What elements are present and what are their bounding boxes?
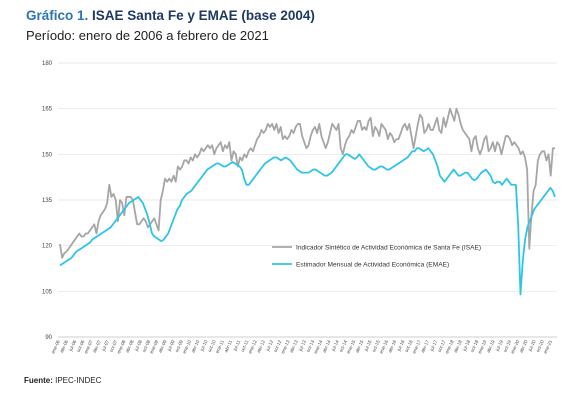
x-tick-label: ene-09 [149, 339, 160, 354]
x-tick-label: jul-19 [494, 339, 504, 353]
x-tick-label: abr-16 [387, 339, 397, 354]
x-tick-label: abr-11 [223, 339, 233, 353]
x-tick-label: jul-16 [396, 339, 406, 353]
source-note: Fuente: IPEC-INDEC [24, 376, 101, 385]
x-tick-label: abr-08 [125, 339, 135, 354]
x-tick-label: oct-12 [272, 339, 282, 353]
y-tick-label: 150 [42, 152, 53, 158]
x-tick-label: ene-12 [247, 339, 258, 354]
grid-lines [58, 62, 557, 338]
x-tick-label: jul-17 [429, 339, 439, 353]
series-line-emae [59, 147, 556, 296]
x-tick-label: ene-20 [510, 339, 521, 354]
y-axis: 90 105 120 135 150 165 180 [42, 61, 53, 341]
x-tick-label: ene-06 [50, 339, 61, 354]
x-tick-label: jul-14 [330, 339, 340, 353]
x-tick-label: ene-10 [182, 339, 193, 354]
x-tick-label: jul-15 [363, 339, 373, 353]
source-text: IPEC-INDEC [55, 376, 102, 385]
x-tick-label: ene-19 [477, 339, 488, 354]
x-tick-label: ene-21 [543, 339, 554, 354]
x-tick-label: oct-20 [535, 339, 545, 353]
x-axis: ene-06abr-06jul-06oct-06ene-07abr-07jul-… [50, 339, 553, 354]
x-tick-label: abr-19 [486, 339, 496, 354]
x-tick-label: jul-20 [527, 339, 537, 353]
legend-label: Estimador Mensual de Actividad Económica… [296, 261, 449, 268]
x-tick-label: ene-08 [116, 339, 127, 354]
x-tick-label: ene-13 [280, 339, 291, 354]
x-tick-label: jul-07 [100, 339, 110, 353]
y-tick-label: 180 [42, 61, 53, 67]
x-tick-label: oct-11 [240, 339, 250, 353]
x-tick-label: abr-06 [59, 339, 69, 354]
x-tick-label: oct-15 [371, 339, 381, 353]
x-tick-label: jul-12 [265, 339, 275, 353]
y-tick-label: 135 [42, 198, 53, 204]
x-tick-label: abr-18 [453, 339, 463, 354]
x-tick-label: ene-17 [411, 339, 422, 354]
legend-label: Indicador Sintético de Actividad Económi… [296, 244, 481, 251]
chart-title-text: ISAE Santa Fe y EMAE (base 2004) [92, 8, 315, 23]
x-tick-label: oct-14 [338, 339, 348, 353]
x-tick-label: abr-12 [256, 339, 266, 354]
x-tick-label: abr-07 [92, 339, 102, 354]
source-label: Fuente: [24, 376, 53, 385]
x-tick-label: oct-17 [437, 339, 447, 353]
x-tick-label: abr-14 [322, 339, 332, 354]
x-tick-label: oct-19 [502, 339, 512, 353]
x-tick-label: oct-18 [469, 339, 479, 353]
series-lines [59, 107, 556, 296]
series-line-isae [59, 107, 555, 259]
x-tick-label: abr-13 [289, 339, 299, 354]
x-tick-label: oct-07 [108, 339, 118, 353]
chart-title: Gráfico 1. ISAE Santa Fe y EMAE (base 20… [26, 8, 315, 23]
x-tick-label: oct-16 [404, 339, 414, 353]
x-tick-label: ene-18 [444, 339, 455, 354]
x-tick-label: jul-13 [297, 339, 307, 353]
y-tick-label: 120 [42, 244, 53, 250]
chart-title-number: Gráfico 1. [26, 8, 89, 23]
x-tick-label: ene-11 [215, 339, 226, 354]
x-tick-label: jul-08 [133, 339, 143, 353]
x-tick-label: oct-06 [76, 339, 86, 353]
x-tick-label: ene-14 [313, 339, 324, 354]
x-tick-label: ene-07 [83, 339, 94, 354]
x-tick-label: jul-09 [166, 339, 176, 353]
x-tick-label: abr-17 [420, 339, 430, 354]
x-tick-label: ene-15 [346, 339, 357, 354]
x-tick-label: abr-09 [157, 339, 167, 354]
x-tick-label: abr-15 [354, 339, 364, 354]
x-tick-label: oct-09 [174, 339, 184, 353]
x-tick-label: jul-10 [199, 339, 209, 353]
x-tick-label: oct-08 [141, 339, 151, 353]
x-tick-label: jul-06 [68, 339, 78, 353]
x-tick-label: abr-10 [190, 339, 200, 354]
x-tick-label: oct-10 [207, 339, 217, 353]
chart-subtitle: Período: enero de 2006 a febrero de 2021 [26, 28, 269, 43]
y-tick-label: 90 [45, 335, 52, 341]
x-tick-label: jul-11 [232, 339, 242, 352]
y-tick-label: 105 [42, 289, 53, 295]
y-tick-label: 165 [42, 107, 53, 113]
x-tick-label: oct-13 [305, 339, 315, 353]
x-tick-label: jul-18 [461, 339, 471, 353]
x-tick-label: abr-20 [518, 339, 528, 354]
legend: Indicador Sintético de Actividad Económi… [272, 244, 481, 268]
x-tick-label: ene-16 [379, 339, 390, 354]
